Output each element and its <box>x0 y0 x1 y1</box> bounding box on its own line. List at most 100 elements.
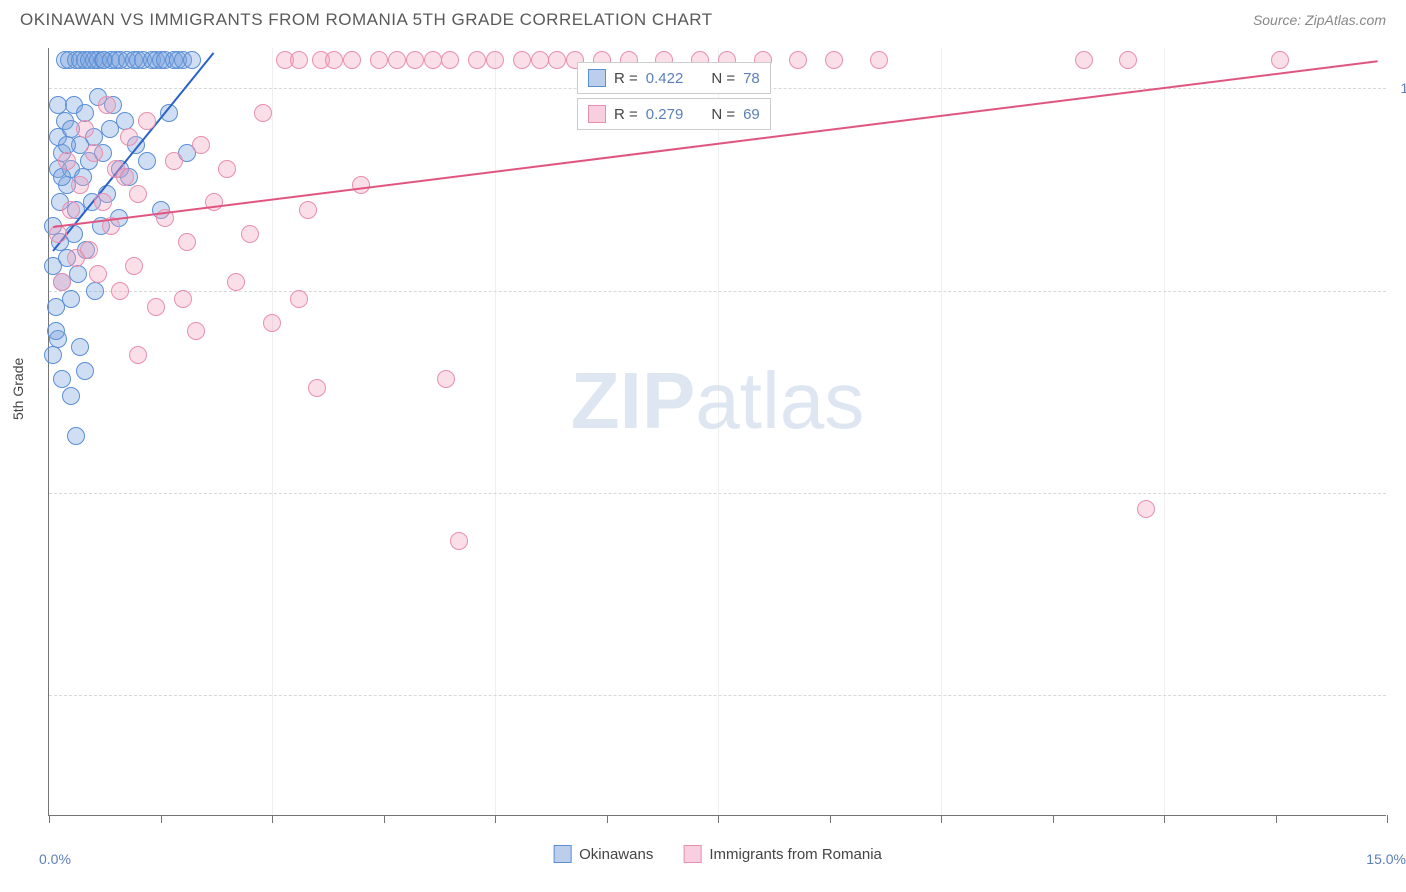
data-point <box>187 322 205 340</box>
x-tick <box>1276 815 1277 823</box>
x-tick <box>161 815 162 823</box>
data-point <box>147 298 165 316</box>
stat-box: R =0.422N =78 <box>577 62 771 94</box>
data-point <box>178 233 196 251</box>
scatter-chart: ZIPatlas Okinawans Immigrants from Roman… <box>48 48 1386 816</box>
data-point <box>1119 51 1137 69</box>
data-point <box>86 282 104 300</box>
data-point <box>138 112 156 130</box>
data-point <box>1075 51 1093 69</box>
data-point <box>192 136 210 154</box>
data-point <box>241 225 259 243</box>
x-tick <box>1053 815 1054 823</box>
data-point <box>290 51 308 69</box>
x-tick <box>1164 815 1165 823</box>
chart-source: Source: ZipAtlas.com <box>1253 12 1386 28</box>
stat-n-value: 78 <box>743 70 760 87</box>
gridline-v <box>718 48 719 815</box>
data-point <box>129 185 147 203</box>
data-point <box>67 427 85 445</box>
y-axis-label: 5th Grade <box>10 358 26 420</box>
stat-r-label: R = <box>614 106 638 123</box>
data-point <box>94 193 112 211</box>
data-point <box>71 176 89 194</box>
x-tick <box>607 815 608 823</box>
data-point <box>299 201 317 219</box>
legend-item-okinawans: Okinawans <box>553 845 653 863</box>
stat-box: R = 0.279 N = 69 <box>577 98 771 130</box>
legend: Okinawans Immigrants from Romania <box>553 845 882 863</box>
gridline-v <box>495 48 496 815</box>
swatch-icon <box>553 845 571 863</box>
data-point <box>62 201 80 219</box>
data-point <box>370 51 388 69</box>
gridline-v <box>1164 48 1165 815</box>
data-point <box>825 51 843 69</box>
stat-n-value: 69 <box>743 106 760 123</box>
data-point <box>44 346 62 364</box>
x-tick <box>495 815 496 823</box>
x-tick <box>718 815 719 823</box>
data-point <box>254 104 272 122</box>
data-point <box>98 96 116 114</box>
data-point <box>218 160 236 178</box>
data-point <box>138 152 156 170</box>
data-point <box>290 290 308 308</box>
y-tick-label: 100.0% <box>1401 80 1406 96</box>
stat-r-label: R = <box>614 70 638 87</box>
data-point <box>116 112 134 130</box>
gridline-v <box>941 48 942 815</box>
data-point <box>870 51 888 69</box>
data-point <box>62 387 80 405</box>
data-point <box>468 51 486 69</box>
data-point <box>116 168 134 186</box>
swatch-icon <box>683 845 701 863</box>
x-tick <box>941 815 942 823</box>
x-tick <box>272 815 273 823</box>
x-tick-min: 0.0% <box>39 851 71 867</box>
data-point <box>227 273 245 291</box>
data-point <box>58 152 76 170</box>
data-point <box>325 51 343 69</box>
x-tick <box>49 815 50 823</box>
legend-item-romania: Immigrants from Romania <box>683 845 882 863</box>
data-point <box>165 152 183 170</box>
data-point <box>120 128 138 146</box>
data-point <box>183 51 201 69</box>
swatch-icon <box>588 105 606 123</box>
data-point <box>1271 51 1289 69</box>
legend-label: Okinawans <box>579 846 653 863</box>
data-point <box>111 282 129 300</box>
data-point <box>406 51 424 69</box>
legend-label: Immigrants from Romania <box>709 846 882 863</box>
data-point <box>441 51 459 69</box>
data-point <box>343 51 361 69</box>
data-point <box>1137 500 1155 518</box>
data-point <box>80 241 98 259</box>
data-point <box>450 532 468 550</box>
swatch-icon <box>588 69 606 87</box>
chart-title: OKINAWAN VS IMMIGRANTS FROM ROMANIA 5TH … <box>20 10 713 30</box>
data-point <box>424 51 442 69</box>
stat-r-value: 0.279 <box>646 106 684 123</box>
data-point <box>486 51 504 69</box>
x-tick <box>1387 815 1388 823</box>
x-tick-max: 15.0% <box>1366 851 1406 867</box>
data-point <box>49 225 67 243</box>
data-point <box>53 273 71 291</box>
data-point <box>53 168 71 186</box>
stat-n-label: N = <box>711 106 735 123</box>
data-point <box>352 176 370 194</box>
data-point <box>513 51 531 69</box>
data-point <box>125 257 143 275</box>
data-point <box>76 362 94 380</box>
data-point <box>76 120 94 138</box>
data-point <box>174 290 192 308</box>
data-point <box>53 370 71 388</box>
data-point <box>89 265 107 283</box>
gridline-v <box>272 48 273 815</box>
data-point <box>789 51 807 69</box>
stat-r-value: 0.422 <box>646 70 684 87</box>
data-point <box>548 51 566 69</box>
data-point <box>437 370 455 388</box>
